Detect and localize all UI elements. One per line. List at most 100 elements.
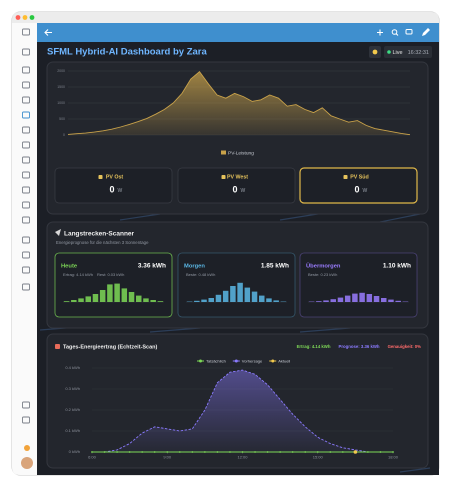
sidebar-icon[interactable] [22, 28, 30, 36]
sidebar-icon[interactable] [22, 126, 30, 134]
legend-swatch [221, 150, 226, 155]
sidebar-icon[interactable] [22, 156, 30, 164]
sidebar-icon[interactable] [22, 81, 30, 89]
y-tick-label: 0.2 kWh [65, 407, 80, 412]
forecast-bar [208, 298, 214, 302]
legend-label: PV-Leistung [228, 150, 254, 156]
forecast-bar [366, 294, 373, 302]
sidebar-icon[interactable] [22, 141, 30, 149]
day-total: 1.10 kWh [383, 263, 411, 270]
forecast-bar [259, 295, 265, 302]
actual-point [367, 451, 369, 453]
search-button[interactable] [391, 29, 399, 36]
sidebar-icon[interactable] [22, 236, 30, 244]
actual-point [241, 451, 244, 453]
y-tick-label: 0.4 kWh [65, 365, 80, 370]
sidebar [12, 23, 37, 475]
pv-value: 0 [109, 184, 114, 194]
legend-label: Tatsächlich [206, 358, 226, 363]
avatar[interactable] [21, 457, 33, 469]
scanner-subtitle: Energieprognose für die nächsten 3 Sonne… [56, 240, 149, 245]
forecast-bar [71, 300, 77, 302]
forecast-bar [136, 295, 142, 302]
day-note: Ertrag: 4.14 kWh [63, 272, 93, 277]
sidebar-icon[interactable] [22, 66, 30, 74]
sidebar-icon[interactable] [22, 171, 30, 179]
forecast-bar [395, 300, 401, 302]
day-note: Beste: 0.23 kWh [308, 272, 337, 277]
sidebar-icon[interactable] [22, 48, 30, 56]
y-tick-label: 500 [59, 117, 65, 121]
title-bar [12, 12, 439, 23]
forecast-bar [352, 293, 358, 302]
sidebar-icon[interactable] [22, 251, 30, 259]
y-tick-label: 0 [63, 133, 65, 137]
actual-point [141, 451, 144, 453]
sidebar-icons [22, 28, 30, 424]
day-total: 3.36 kWh [138, 263, 166, 270]
sidebar-icon[interactable] [22, 201, 30, 209]
minimize-button[interactable] [22, 15, 28, 20]
legend-dot [271, 359, 275, 363]
forecast-area [92, 370, 393, 452]
day-panel [299, 252, 418, 318]
sidebar-icon[interactable] [22, 216, 30, 224]
stat: Genauigkeit: 0% [388, 344, 422, 349]
day-total: 1.85 kWh [261, 263, 289, 270]
pv-name: PV West [227, 175, 248, 181]
forecast-bar [359, 292, 365, 302]
forecast-bar [373, 296, 380, 302]
edit-button[interactable] [422, 28, 430, 36]
pv-box [54, 167, 173, 204]
forecast-bar [330, 299, 336, 302]
chat-button[interactable] [405, 29, 413, 35]
sidebar-icon[interactable] [22, 283, 30, 291]
x-tick-label: 18:00 [388, 455, 399, 460]
notification-icon[interactable] [24, 445, 30, 451]
sidebar-icon[interactable] [22, 416, 30, 424]
forecast-bar [99, 290, 106, 302]
forecast-bar [230, 286, 236, 302]
forecast-bar [114, 283, 120, 302]
chart-title: Tages-Energieertrag (Echtzeit-Scan) [63, 344, 158, 350]
actual-point [291, 451, 294, 453]
forecast-bar [316, 301, 322, 302]
forecast-bar [251, 291, 258, 302]
sidebar-icon[interactable] [22, 401, 30, 409]
forecast-bar [107, 284, 113, 302]
day-panel [54, 252, 173, 318]
sidebar-icon[interactable] [22, 111, 30, 119]
close-button[interactable] [15, 15, 21, 20]
actual-point [103, 451, 106, 453]
forecast-bar [143, 298, 149, 302]
actual-point [316, 451, 319, 453]
pv-name: PV Süd [350, 175, 369, 181]
sidebar-icon[interactable] [22, 186, 30, 194]
day-name: Morgen [184, 264, 205, 270]
actual-point [166, 451, 169, 453]
forecast-bar [244, 287, 251, 302]
actual-point [178, 451, 181, 453]
x-tick-label: 6:00 [88, 455, 97, 460]
x-tick-label: 15:00 [313, 455, 324, 460]
pv-unit: W [363, 188, 368, 194]
forecast-bar [215, 294, 222, 302]
add-button[interactable] [377, 29, 383, 36]
zoom-button[interactable] [29, 15, 35, 20]
sidebar-icon[interactable] [22, 96, 30, 104]
status-box [384, 46, 432, 58]
pv-icon [221, 175, 226, 179]
actual-point [279, 451, 282, 453]
scanner-icon [55, 229, 61, 236]
forecast-line [92, 369, 393, 453]
actual-point [128, 451, 131, 453]
live-dot [387, 50, 391, 54]
forecast-bar [381, 298, 387, 302]
sidebar-icon[interactable] [22, 266, 30, 274]
forecast-bar [337, 297, 344, 302]
actual-point [191, 451, 194, 453]
back-button[interactable] [44, 29, 52, 36]
legend-label: Vorhersage [242, 358, 263, 363]
pv-unit: W [241, 188, 246, 194]
